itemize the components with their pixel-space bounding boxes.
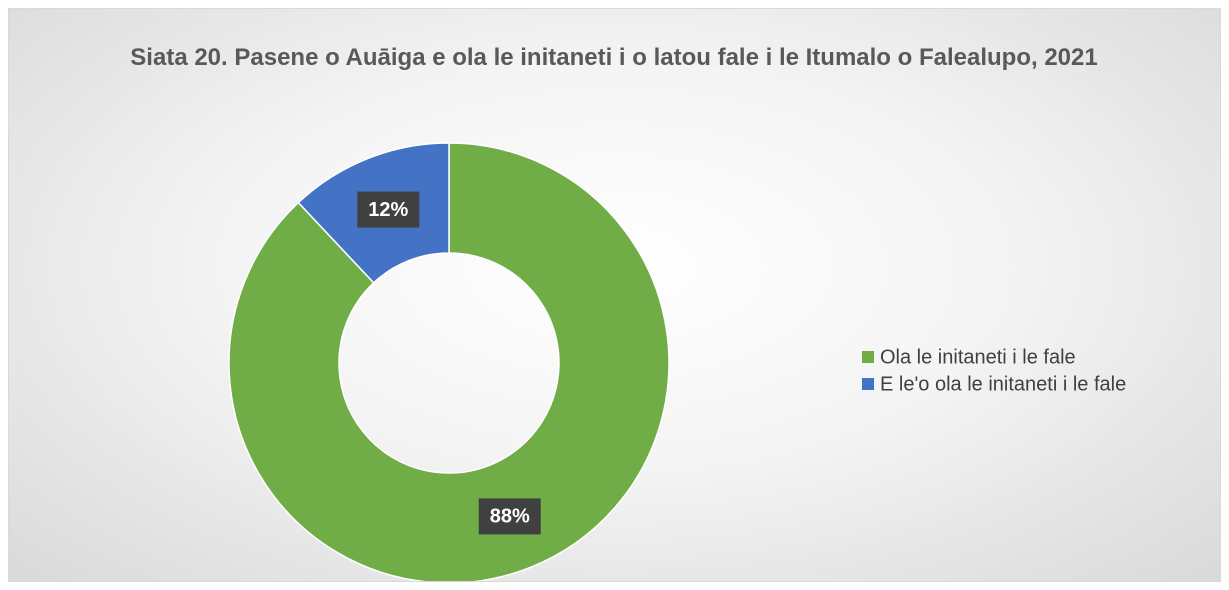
legend-label: Ola le initaneti i le fale	[880, 346, 1076, 368]
data-label: 88%	[490, 506, 530, 528]
chart: Siata 20. Pasene o Auāiga e ola le inita…	[8, 8, 1221, 582]
data-label-box	[357, 191, 420, 228]
legend-swatch	[862, 378, 874, 390]
chart-title: Siata 20. Pasene o Auāiga e ola le inita…	[130, 44, 1098, 71]
donut-segment	[228, 142, 670, 581]
data-label: 12%	[368, 199, 408, 221]
data-label-box	[478, 498, 541, 535]
legend-swatch	[862, 351, 874, 363]
legend-label: E le'o ola le initaneti i le fale	[880, 373, 1126, 395]
plot: 88% 12% Ola le initaneti i le fale E le'o o…	[228, 142, 1126, 581]
